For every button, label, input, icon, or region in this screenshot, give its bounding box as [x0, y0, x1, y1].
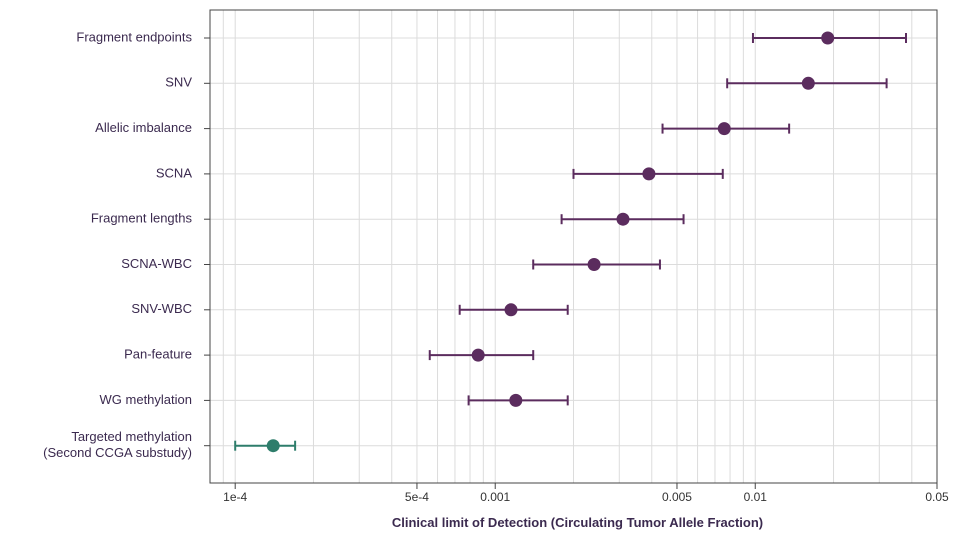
x-tick-label: 5e-4 [405, 490, 429, 504]
grid-layer [209, 10, 938, 483]
plot-frame [209, 9, 938, 484]
estimate-point [821, 31, 835, 45]
estimate-point [509, 393, 523, 407]
estimate-point [504, 303, 518, 317]
estimate-point [717, 122, 731, 136]
category-label: SNV-WBC [131, 301, 192, 316]
x-axis: 1e-4 5e-4 0.001 0.005 0.01 0.05 [223, 483, 949, 504]
estimate-point [587, 258, 601, 271]
estimate-point [266, 439, 280, 453]
estimate-point [642, 167, 656, 181]
category-label: SCNA [156, 165, 192, 180]
category-label: Fragment endpoints [76, 29, 192, 44]
x-tick-label: 1e-4 [223, 490, 247, 504]
x-tick-label: 0.01 [744, 490, 768, 504]
estimate-point [801, 76, 815, 90]
x-axis-title: Clinical limit of Detection (Circulating… [392, 515, 763, 530]
category-label: Pan-feature [124, 347, 192, 362]
category-label: SCNA-WBC [121, 256, 192, 271]
x-tick-label: 0.005 [662, 490, 692, 504]
category-label: WG methylation [100, 392, 192, 407]
estimate-point [471, 348, 485, 362]
estimate-point [616, 212, 630, 226]
data-marks [234, 31, 908, 453]
category-label: Allelic imbalance [95, 120, 192, 135]
x-tick-label: 0.001 [480, 490, 510, 504]
category-label: Fragment lengths [91, 211, 193, 226]
category-label: Targeted methylation (Second CCGA substud… [43, 429, 192, 460]
y-axis: Fragment endpoints SNV Allelic imbalance SC… [43, 29, 210, 460]
x-tick-label: 0.05 [925, 490, 949, 504]
category-label: SNV [165, 75, 192, 90]
